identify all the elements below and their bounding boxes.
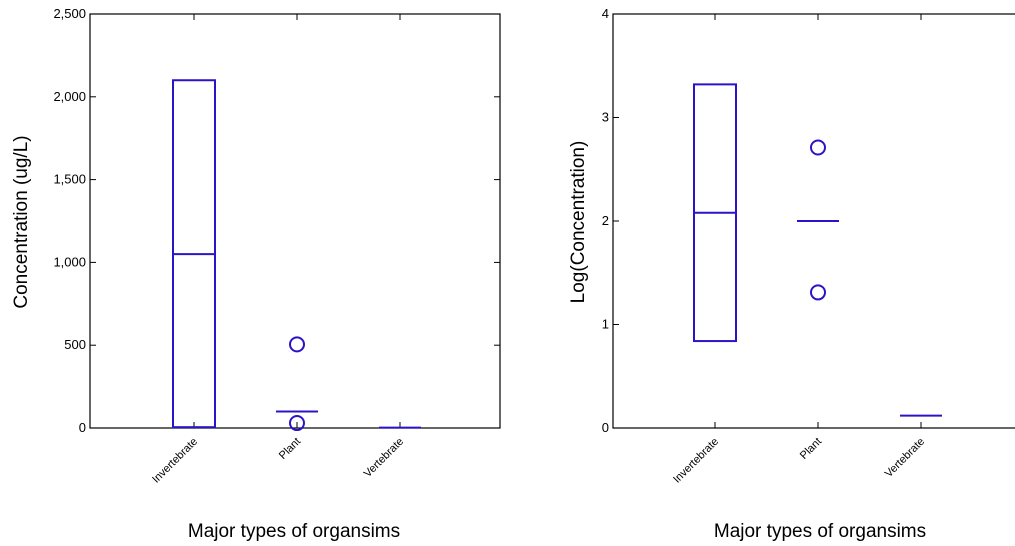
x-axis-title: Major types of organsims [714, 521, 926, 542]
x-category-label: Plant [798, 436, 824, 462]
y-tick-label: 3 [602, 110, 609, 125]
x-category-label: Plant [277, 436, 303, 462]
y-tick-label: 2,000 [53, 89, 86, 104]
outlier-point [289, 336, 305, 353]
y-axis-title: Concentration (ug/L) [11, 135, 32, 308]
outlier-point [289, 415, 305, 432]
y-tick-label: 0 [79, 420, 86, 435]
y-tick-label: 500 [64, 337, 86, 352]
plot-frame [89, 13, 501, 429]
x-category-label: Invertebrate [671, 436, 721, 486]
x-category-label: Invertebrate [150, 436, 200, 486]
box-invertebrate [693, 83, 737, 343]
chart-panel-1: 0 500 1,000 1,500 2,000 2,500 Invertebrate Plan… [11, 6, 501, 542]
y-tick-label: 2,500 [53, 6, 86, 21]
x-axis-title: Major types of organsims [188, 521, 400, 542]
y-tick-label: 0 [602, 420, 609, 435]
box-plant [276, 336, 318, 432]
y-tick-label: 1 [602, 317, 609, 332]
outlier-point [810, 139, 826, 156]
y-tick-label: 4 [602, 6, 609, 21]
y-tick-label: 1,000 [53, 254, 86, 269]
y-axis-title: Log(Concentration) [568, 141, 589, 304]
x-category-label: Vertebrate [883, 436, 927, 480]
outlier-point [810, 284, 826, 301]
x-category-label: Vertebrate [362, 436, 406, 480]
box-invertebrate [172, 79, 216, 429]
y-tick-label: 1,500 [53, 172, 86, 187]
y-tick-label: 2 [602, 213, 609, 228]
box-plant [797, 139, 839, 301]
chart-panel-2: 0 1 2 3 4 Invertebrate Plant Vertebrate Log(Conc… [568, 6, 1015, 542]
